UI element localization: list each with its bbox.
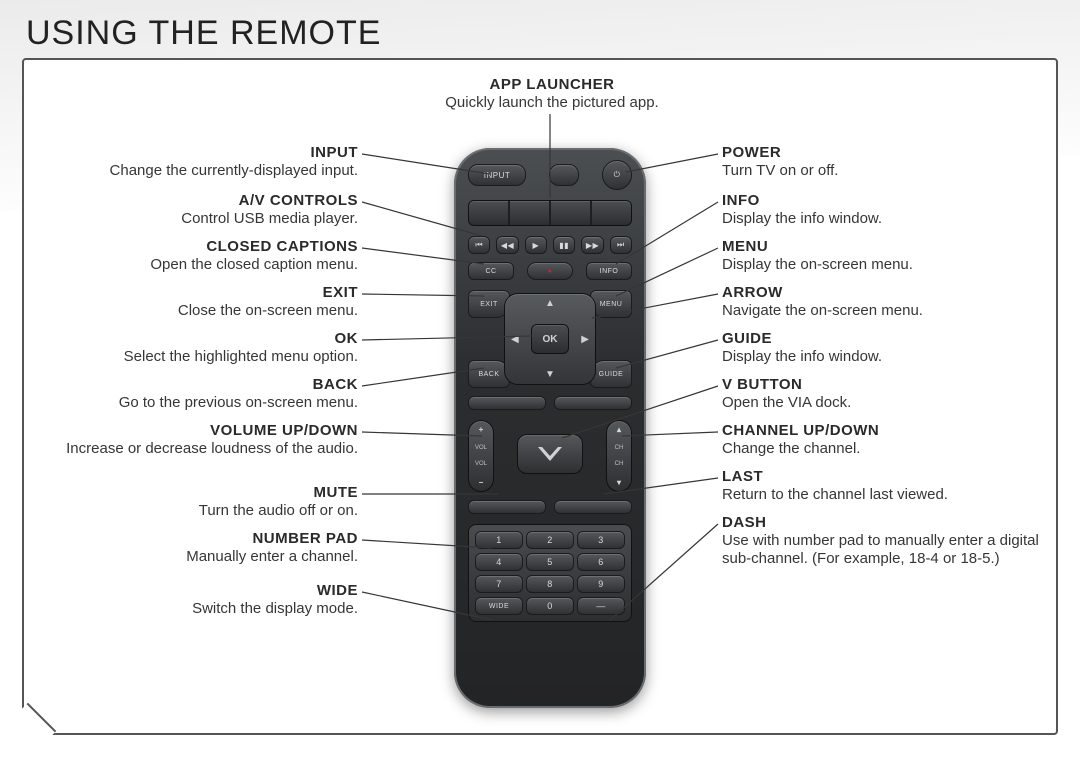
callout-closed-captions: CLOSED CAPTIONSOpen the closed caption m… [38,238,358,274]
arrow-up-icon[interactable]: ▲ [545,298,555,309]
media-controls: ⏮ ◀◀ ▶ ▮▮ ▶▶ ⏭ [468,236,632,254]
last-button[interactable] [554,500,632,514]
nav-area: EXIT MENU BACK GUIDE ▲ ▼ ◀ ▶ OK [468,290,632,388]
cc-button[interactable]: CC [468,262,514,280]
callout-av-controls: A/V CONTROLSControl USB media player. [38,192,358,228]
callout-number-pad: NUMBER PADManually enter a channel. [38,530,358,566]
info-button[interactable]: INFO [586,262,632,280]
num-2[interactable]: 2 [526,531,574,549]
input-button[interactable]: INPUT [468,164,526,186]
num-9[interactable]: 9 [577,575,625,593]
callout-info: INFODisplay the info window. [722,192,1042,228]
power-button[interactable]: ⏻ [602,160,632,190]
callout-arrow: ARROWNavigate the on-screen menu. [722,284,1042,320]
app-launcher-strip[interactable] [468,200,632,226]
callout-input: INPUTChange the currently-displayed inpu… [38,144,358,180]
content-area: INPUT ⏻ ⏮ ◀◀ ▶ ▮▮ ▶▶ ⏭ CC ● INFO EXIT ME… [22,58,1058,735]
num-6[interactable]: 6 [577,553,625,571]
callout-mute: MUTETurn the audio off or on. [38,484,358,520]
num-8[interactable]: 8 [526,575,574,593]
num-0[interactable]: 0 [526,597,574,615]
wide-button[interactable]: WIDE [475,597,523,615]
media-play[interactable]: ▶ [525,236,547,254]
callout-back: BACKGo to the previous on-screen menu. [38,376,358,412]
callout-v-button: V BUTTONOpen the VIA dock. [722,376,1042,412]
num-5[interactable]: 5 [526,553,574,571]
ok-button[interactable]: OK [531,324,569,354]
dpad[interactable]: ▲ ▼ ◀ ▶ OK [504,293,596,385]
callout-wide: WIDESwitch the display mode. [38,582,358,618]
callout-volume: VOLUME UP/DOWNIncrease or decrease loudn… [38,422,358,458]
sep-right-button[interactable] [554,396,632,410]
mute-button[interactable] [468,500,546,514]
num-4[interactable]: 4 [475,553,523,571]
num-3[interactable]: 3 [577,531,625,549]
sep-left-button[interactable] [468,396,546,410]
callout-last: LASTReturn to the channel last viewed. [722,468,1042,504]
callout-menu: MENUDisplay the on-screen menu. [722,238,1042,274]
num-7[interactable]: 7 [475,575,523,593]
v-button[interactable] [517,434,583,474]
media-prev[interactable]: ⏮ [468,236,490,254]
arrow-right-icon[interactable]: ▶ [581,334,589,345]
media-rew[interactable]: ◀◀ [496,236,518,254]
channel-rocker[interactable]: ▴ CH CH ▾ [606,420,632,492]
callout-dash: DASHUse with number pad to manually ente… [722,514,1042,568]
media-pause[interactable]: ▮▮ [553,236,575,254]
v-logo-icon [536,445,564,463]
media-next[interactable]: ⏭ [610,236,632,254]
remote-body: INPUT ⏻ ⏮ ◀◀ ▶ ▮▮ ▶▶ ⏭ CC ● INFO EXIT ME… [454,148,646,708]
volume-rocker[interactable]: + VOL VOL − [468,420,494,492]
callout-channel: CHANNEL UP/DOWNChange the channel. [722,422,1042,458]
guide-button[interactable]: GUIDE [590,360,632,388]
callout-guide: GUIDEDisplay the info window. [722,330,1042,366]
arrow-down-icon[interactable]: ▼ [545,369,555,380]
callout-power: POWERTurn TV on or off. [722,144,1042,180]
page-title: USING THE REMOTE [26,14,381,53]
num-1[interactable]: 1 [475,531,523,549]
arrow-left-icon[interactable]: ◀ [511,334,519,345]
blank-top-button[interactable] [549,164,579,186]
record-button[interactable]: ● [527,262,573,280]
number-pad: 1 2 3 4 5 6 7 8 9 WIDE 0 — [468,524,632,622]
dash-button[interactable]: — [577,597,625,615]
media-ffwd[interactable]: ▶▶ [581,236,603,254]
callout-app-launcher: APP LAUNCHER Quickly launch the pictured… [442,76,662,112]
callout-ok: OKSelect the highlighted menu option. [38,330,358,366]
callout-exit: EXITClose the on-screen menu. [38,284,358,320]
menu-button[interactable]: MENU [590,290,632,318]
